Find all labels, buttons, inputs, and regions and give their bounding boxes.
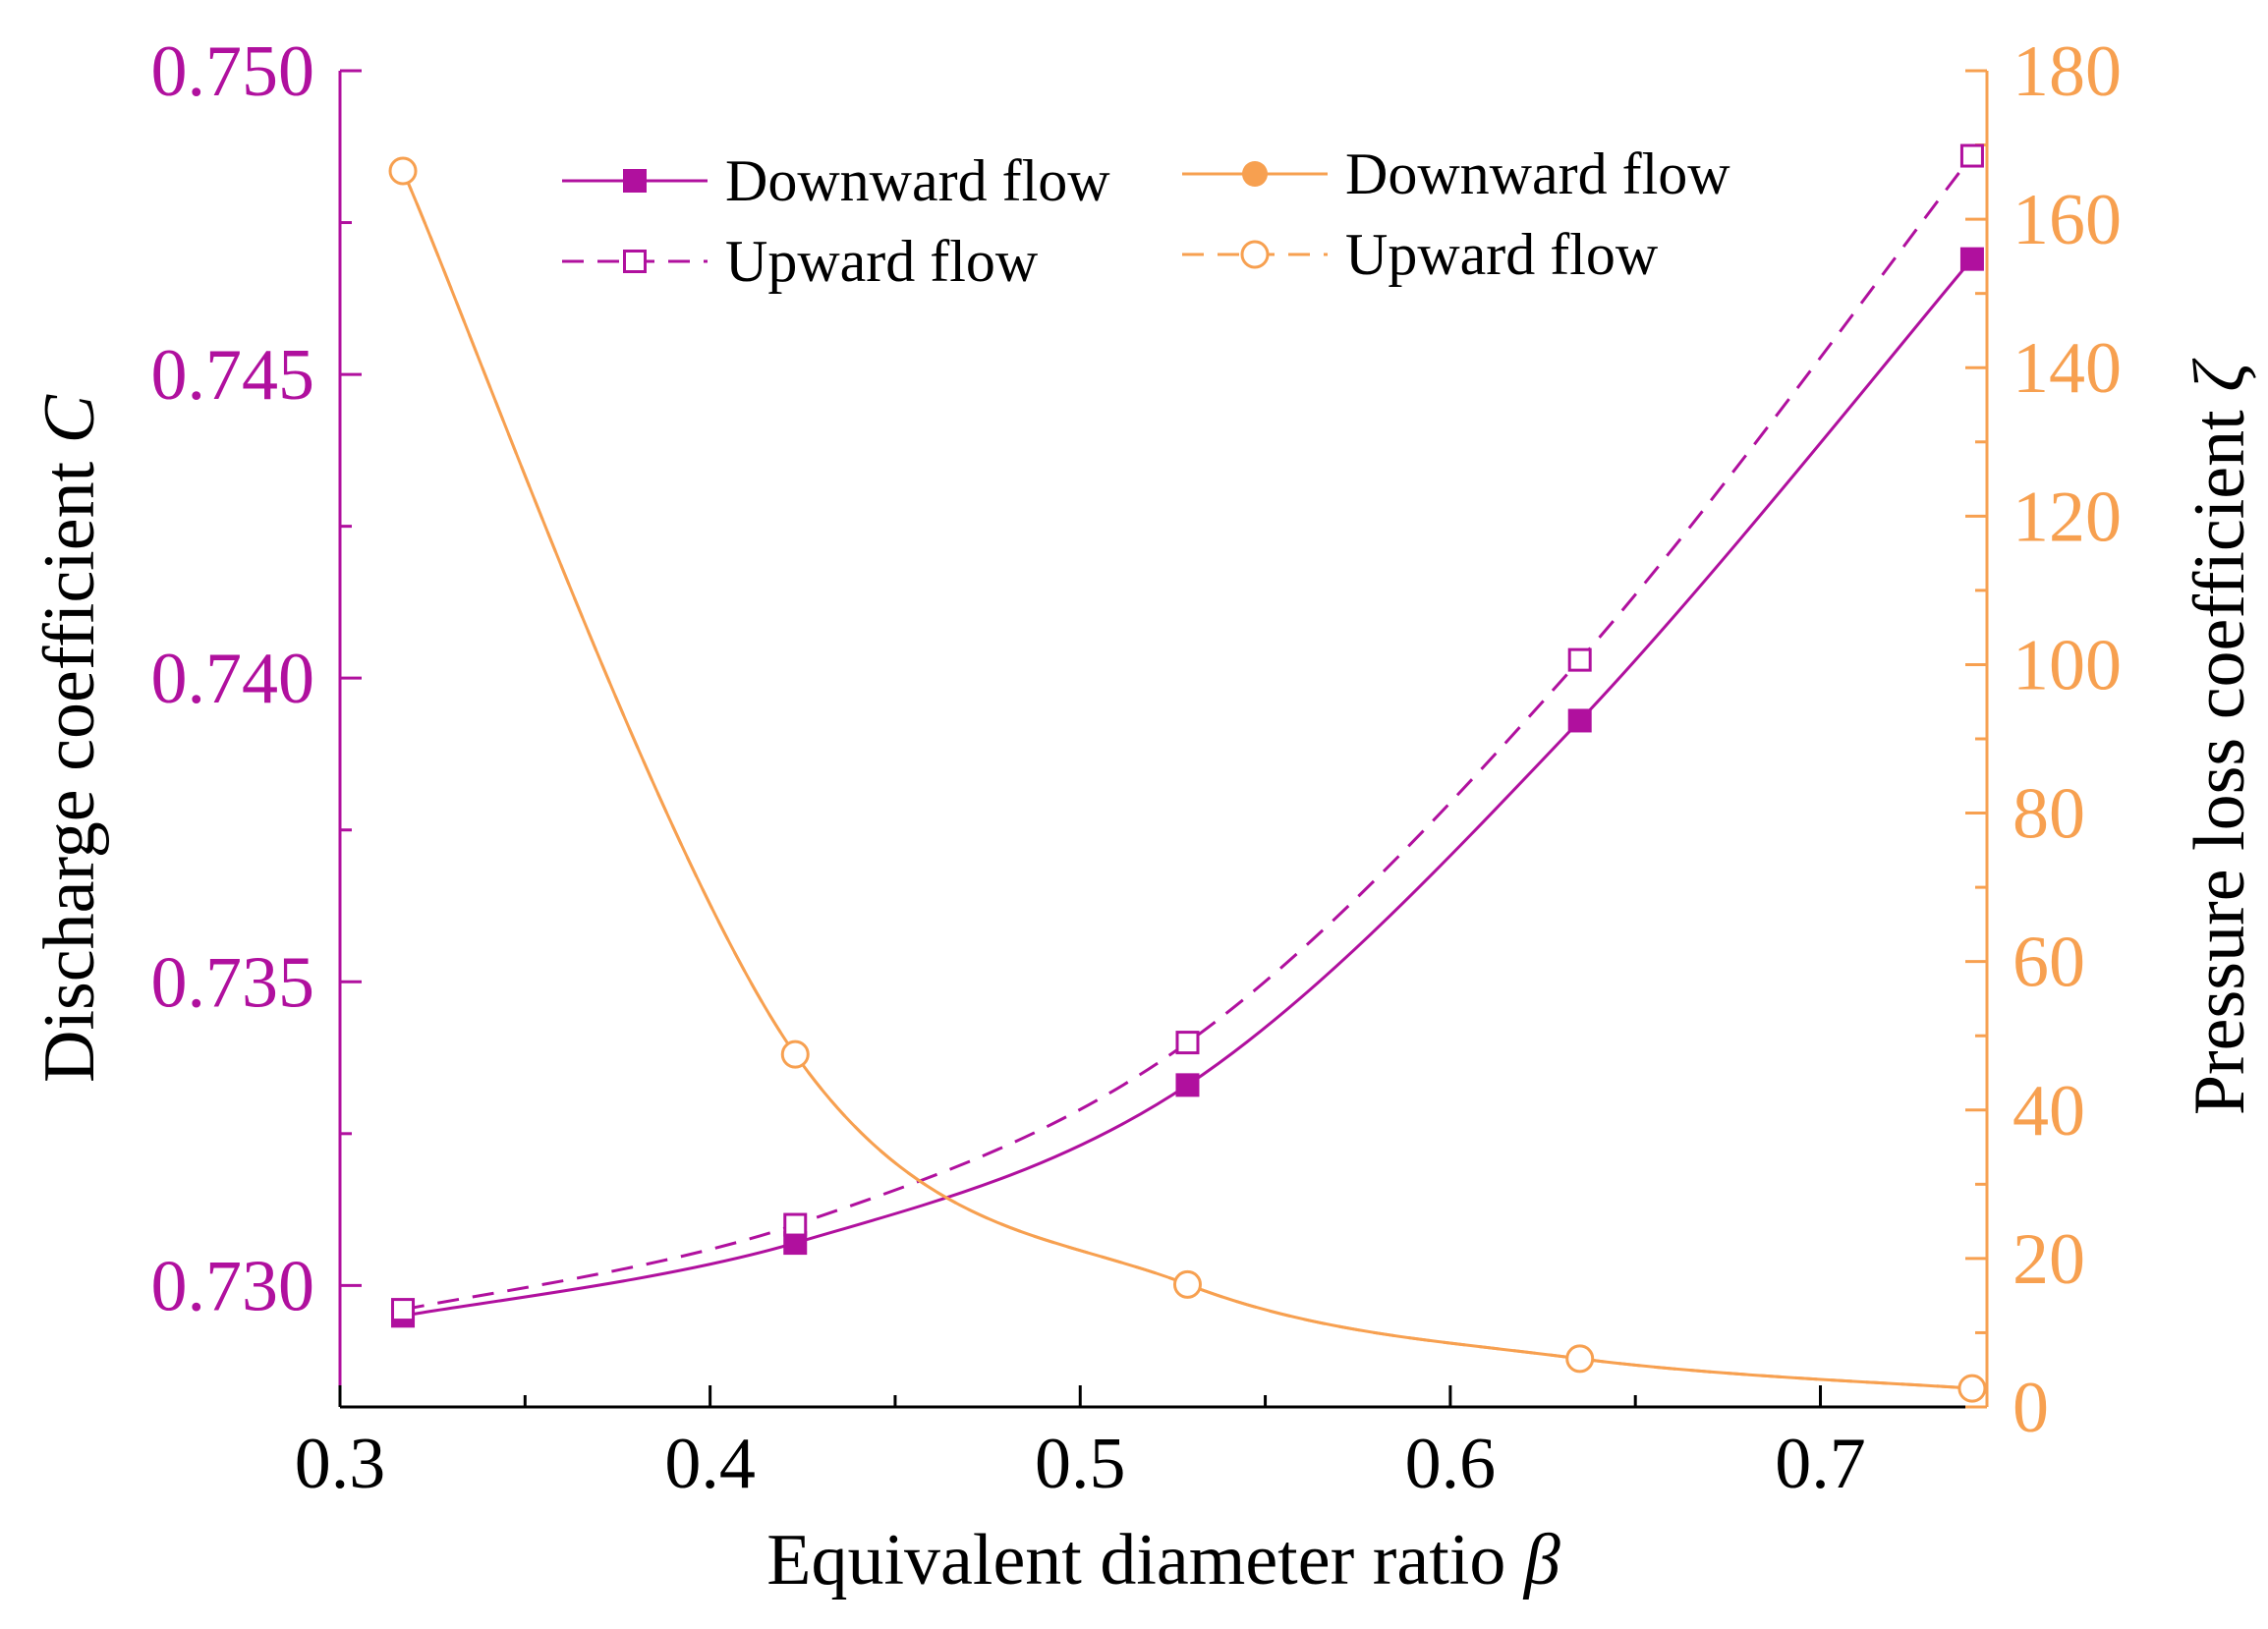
right-tick-label: 120 [2013, 477, 2122, 557]
data-point-series-1 [1959, 143, 1984, 168]
legend-label: Upward flow [1345, 222, 1659, 287]
data-point-series-1 [783, 1212, 808, 1237]
series-markers [388, 143, 1987, 1403]
x-axis-title: Equivalent diameter ratio β [766, 1520, 1560, 1601]
data-point-series-1 [1567, 647, 1592, 672]
x-tick-label: 0.5 [1035, 1424, 1126, 1504]
legend-marker [1242, 161, 1268, 187]
left-axis-title: Discharge coefficient C [29, 393, 110, 1083]
series-line-2 [401, 170, 1973, 1390]
x-tick-label: 0.4 [664, 1424, 756, 1504]
left-tick-label: 0.740 [151, 639, 315, 719]
legend-marker [623, 169, 647, 193]
series-line-0 [402, 257, 1974, 1318]
x-tick-label: 0.7 [1775, 1424, 1866, 1504]
right-axis-title: Pressure loss coefficient ζ [2180, 358, 2260, 1115]
data-point-series-1 [391, 1298, 416, 1322]
data-point-series-3 [1172, 1269, 1202, 1299]
right-tick-label: 20 [2013, 1219, 2085, 1300]
data-point-series-3 [1957, 1374, 1987, 1403]
x-axis-ticks: 0.3 0.4 0.5 0.6 0.7 [295, 1385, 1866, 1504]
left-tick-label: 0.730 [151, 1246, 315, 1326]
left-tick-label: 0.745 [151, 335, 315, 416]
left-tick-label: 0.735 [151, 942, 315, 1023]
right-tick-label: 180 [2013, 31, 2122, 112]
legend-label: Downward flow [1345, 141, 1730, 206]
legend-label: Downward flow [725, 148, 1110, 213]
series-lines [401, 154, 1974, 1390]
right-tick-label: 100 [2013, 625, 2122, 705]
right-axis-ticks: 0 20 40 60 80 100 120 140 160 180 [1965, 31, 2122, 1448]
data-point-series-3 [388, 156, 418, 186]
series-line-1 [402, 154, 1974, 1312]
data-point-series-0 [1959, 247, 1984, 271]
legend-label: Upward flow [725, 229, 1039, 294]
legend-marker [1240, 240, 1270, 269]
legend-marker [623, 250, 647, 273]
data-point-series-3 [780, 1039, 810, 1069]
right-tick-label: 160 [2013, 180, 2122, 260]
right-tick-label: 40 [2013, 1071, 2085, 1152]
legend: Downward flow Upward flow Downward flow Upw… [562, 141, 1730, 294]
right-tick-label: 0 [2013, 1368, 2049, 1448]
data-point-series-1 [1175, 1031, 1200, 1055]
right-tick-label: 60 [2013, 923, 2085, 1003]
data-point-series-0 [1567, 708, 1592, 733]
right-tick-label: 80 [2013, 774, 2085, 855]
right-tick-label: 140 [2013, 328, 2122, 409]
left-axis-ticks: 0.730 0.735 0.740 0.745 0.750 [151, 31, 362, 1326]
series-line-3 [401, 170, 1973, 1390]
left-tick-label: 0.750 [151, 31, 315, 112]
x-tick-label: 0.6 [1405, 1424, 1497, 1504]
data-point-series-3 [1565, 1344, 1595, 1374]
x-tick-label: 0.3 [295, 1424, 386, 1504]
data-point-series-0 [1175, 1073, 1200, 1097]
